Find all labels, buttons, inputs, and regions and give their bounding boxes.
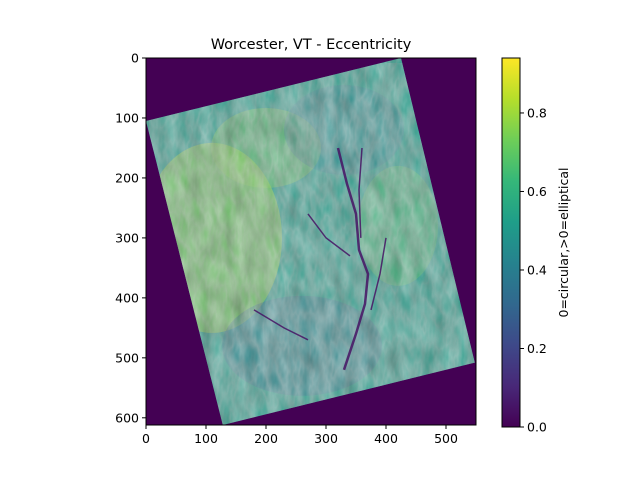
y-tick-label: 200: [115, 170, 139, 185]
y-tick-label: 600: [115, 410, 139, 425]
valley-line: [370, 237, 387, 311]
y-tick-label: 0: [131, 51, 139, 66]
plot-area: [145, 57, 477, 426]
valley-line: [336, 147, 370, 371]
colorbar: 0.0 0.2 0.4 0.6 0.8: [501, 57, 547, 435]
x-tick-label: 0: [142, 431, 150, 446]
valley-line: [253, 309, 309, 341]
colorbar-label: 0=circular,>0=elliptical: [556, 168, 571, 318]
valley-line: [358, 147, 363, 238]
colorbar-tick-label: 0.8: [527, 105, 547, 120]
x-tick-label: 100: [194, 431, 218, 446]
plot-frame: [145, 57, 477, 426]
x-axis: 0 100 200 300 400 500: [142, 425, 458, 446]
valley-line: [307, 213, 351, 257]
y-axis: 0 100 200 300 400 500 600: [115, 51, 146, 425]
y-tick-label: 400: [115, 290, 139, 305]
y-tick-label: 100: [115, 110, 139, 125]
y-tick-label: 500: [115, 350, 139, 365]
x-tick-label: 500: [434, 431, 458, 446]
colorbar-gradient: [501, 57, 521, 428]
colorbar-tick-label: 0.6: [527, 184, 547, 199]
x-tick-label: 400: [374, 431, 398, 446]
x-tick-label: 200: [254, 431, 278, 446]
chart-title: Worcester, VT - Eccentricity: [211, 37, 412, 53]
colorbar-tick-label: 0.0: [527, 420, 547, 435]
x-tick-label: 300: [314, 431, 338, 446]
y-tick-label: 300: [115, 230, 139, 245]
colorbar-tick-label: 0.4: [527, 262, 547, 277]
colorbar-tick-label: 0.2: [527, 341, 547, 356]
